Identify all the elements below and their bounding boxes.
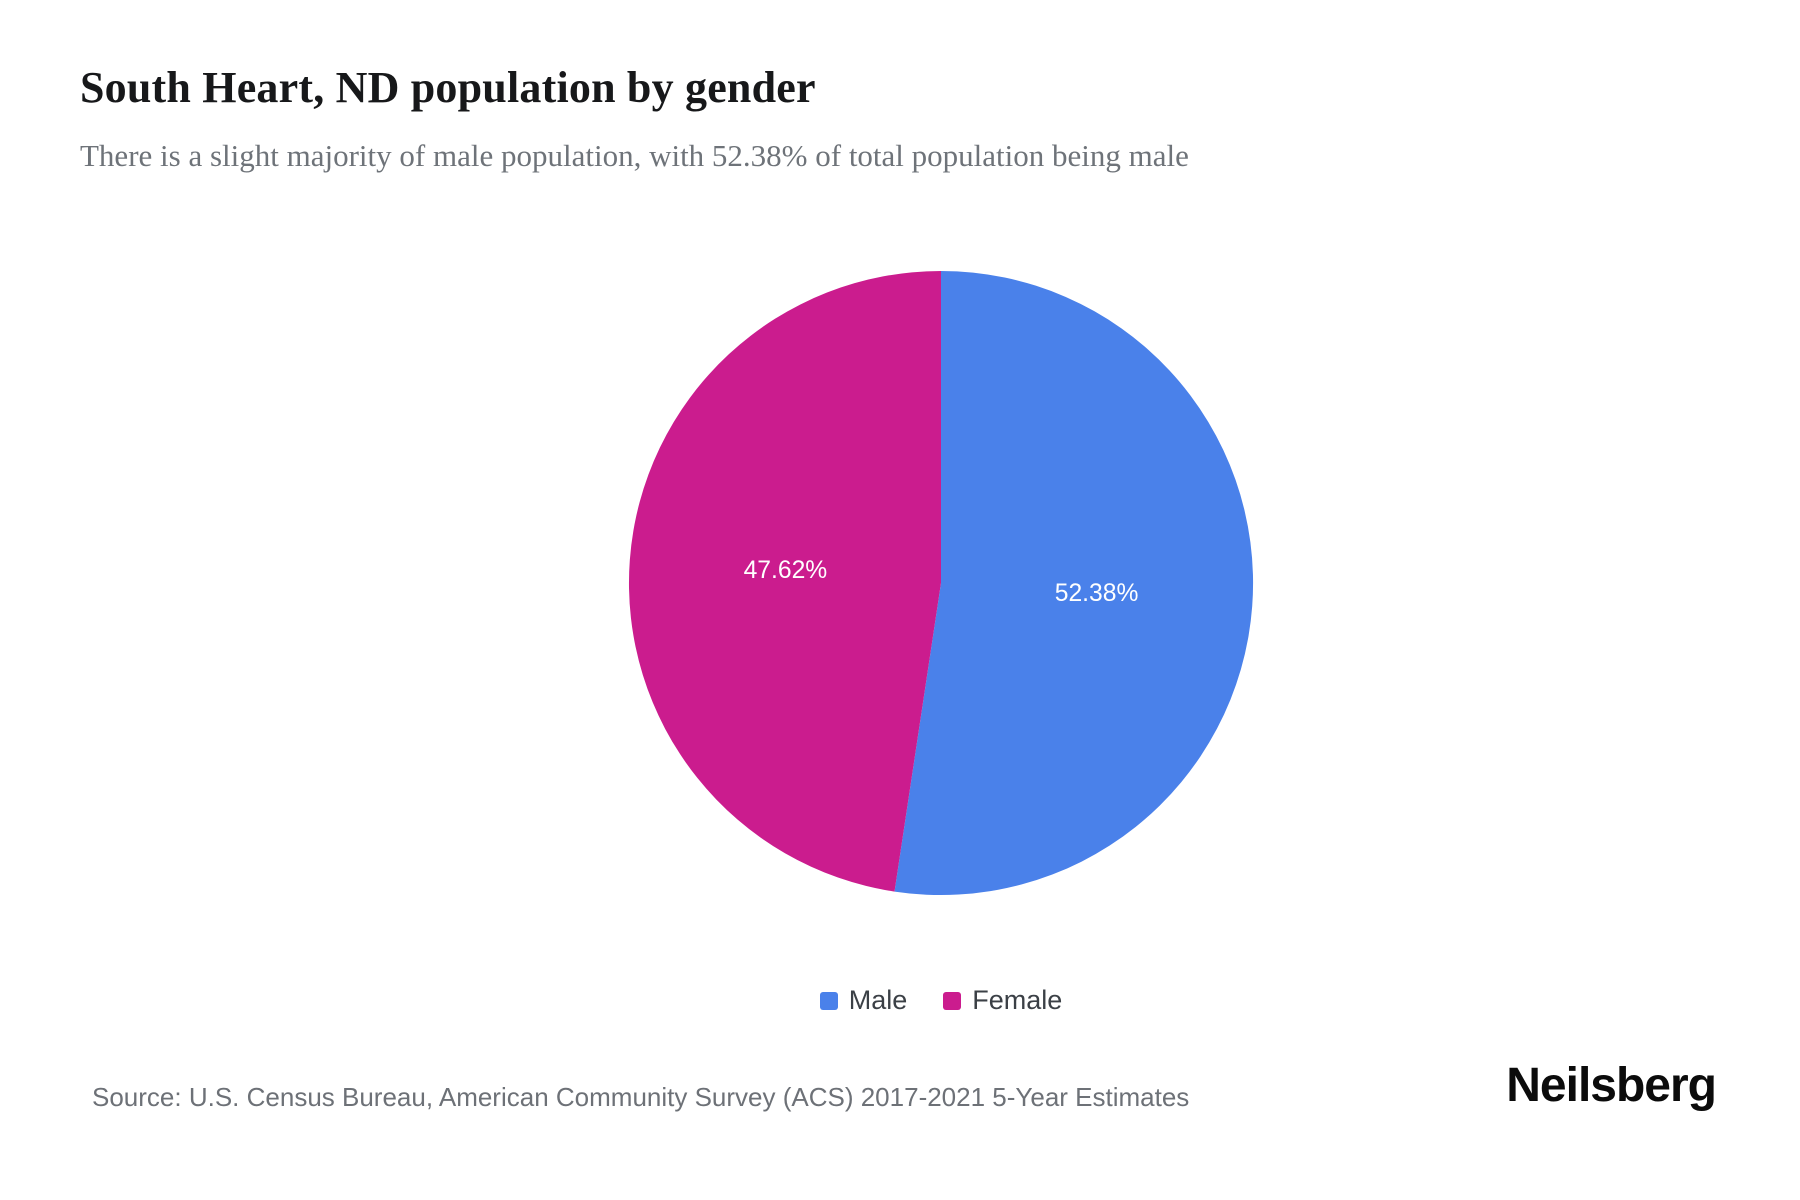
slice-label-female: 47.62% [744, 557, 828, 584]
legend: Male Female [625, 985, 1257, 1016]
legend-swatch-male [819, 991, 838, 1010]
legend-item-male[interactable]: Male [819, 985, 908, 1016]
chart-title: South Heart, ND population by gender [80, 63, 816, 112]
legend-label-female: Female [972, 985, 1063, 1015]
neilsberg-logo: Neilsberg [1506, 1059, 1717, 1112]
legend-swatch-female [943, 991, 962, 1010]
source-note: Source: U.S. Census Bureau, American Com… [92, 1082, 1190, 1112]
pie-chart-area: 52.38% 47.62% [625, 267, 1257, 899]
legend-label-male: Male [848, 985, 908, 1015]
slice-label-male: 52.38% [1055, 580, 1139, 607]
legend-item-female[interactable]: Female [943, 985, 1062, 1016]
pie-chart: 52.38% 47.62% [628, 270, 1254, 896]
chart-subtitle: There is a slight majority of male popul… [80, 138, 1189, 173]
pie-slice-female[interactable] [628, 270, 941, 892]
pie-slice-male[interactable] [894, 270, 1254, 896]
